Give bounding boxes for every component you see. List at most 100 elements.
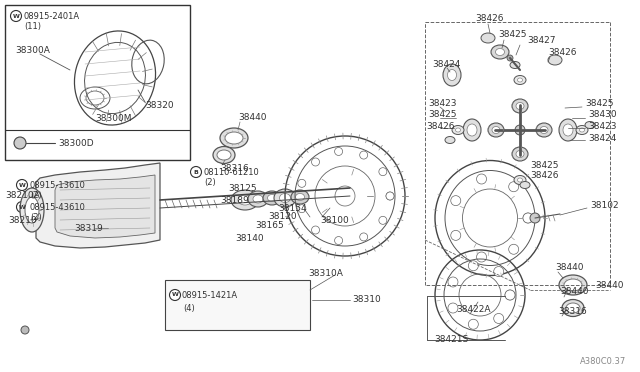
Ellipse shape: [263, 191, 281, 205]
Text: 38427: 38427: [527, 35, 556, 45]
Circle shape: [298, 205, 306, 213]
Circle shape: [451, 196, 461, 206]
Circle shape: [530, 213, 540, 223]
Text: 08110-61210: 08110-61210: [203, 167, 259, 176]
Ellipse shape: [512, 99, 528, 113]
Text: W: W: [19, 183, 26, 187]
Text: 38310: 38310: [352, 295, 381, 305]
Text: 38210: 38210: [8, 215, 36, 224]
Ellipse shape: [548, 55, 562, 65]
Ellipse shape: [563, 124, 573, 136]
FancyBboxPatch shape: [5, 5, 190, 160]
Ellipse shape: [217, 150, 231, 160]
Ellipse shape: [248, 191, 268, 207]
Ellipse shape: [559, 275, 587, 295]
Ellipse shape: [520, 182, 530, 189]
Text: (11): (11): [24, 22, 41, 31]
Ellipse shape: [463, 119, 481, 141]
Circle shape: [515, 125, 525, 135]
Text: 38426: 38426: [426, 122, 454, 131]
Text: 38300A: 38300A: [15, 45, 50, 55]
Text: 38426: 38426: [548, 48, 577, 57]
Text: W: W: [172, 292, 179, 298]
Ellipse shape: [488, 123, 504, 137]
Circle shape: [468, 261, 478, 271]
Circle shape: [477, 252, 486, 262]
Text: 38319: 38319: [74, 224, 103, 232]
Text: 38425: 38425: [530, 160, 559, 170]
Polygon shape: [55, 175, 155, 238]
Circle shape: [10, 10, 22, 22]
Text: 38426: 38426: [530, 170, 559, 180]
Circle shape: [379, 168, 387, 176]
Circle shape: [21, 326, 29, 334]
Text: 08915-13610: 08915-13610: [29, 180, 85, 189]
Text: A380C0.37: A380C0.37: [580, 357, 627, 366]
Polygon shape: [36, 163, 160, 248]
Circle shape: [360, 151, 368, 159]
Text: B: B: [193, 170, 198, 174]
Text: 38425: 38425: [585, 99, 614, 108]
Ellipse shape: [296, 193, 305, 201]
Text: 38426: 38426: [475, 13, 504, 22]
Circle shape: [493, 267, 504, 276]
Ellipse shape: [512, 147, 528, 161]
Ellipse shape: [492, 126, 500, 134]
Ellipse shape: [291, 190, 309, 204]
Circle shape: [507, 55, 513, 61]
Circle shape: [335, 237, 342, 244]
Text: W: W: [13, 13, 19, 19]
Circle shape: [386, 192, 394, 200]
Text: 38100: 38100: [320, 215, 349, 224]
Text: (2): (2): [204, 177, 216, 186]
Text: 38430: 38430: [588, 109, 616, 119]
Ellipse shape: [253, 195, 263, 203]
Text: 38120: 38120: [268, 212, 296, 221]
Ellipse shape: [467, 124, 477, 136]
Ellipse shape: [516, 151, 524, 157]
Ellipse shape: [491, 45, 509, 59]
Circle shape: [298, 179, 306, 187]
Ellipse shape: [225, 132, 243, 144]
Ellipse shape: [576, 125, 588, 135]
Ellipse shape: [579, 128, 584, 132]
Ellipse shape: [280, 193, 291, 202]
Circle shape: [448, 277, 458, 287]
Ellipse shape: [518, 78, 522, 82]
Circle shape: [360, 233, 368, 241]
Ellipse shape: [516, 103, 524, 109]
Circle shape: [509, 182, 518, 192]
Text: 38316: 38316: [558, 308, 587, 317]
Text: 38320: 38320: [145, 100, 173, 109]
Circle shape: [14, 137, 26, 149]
Text: (2): (2): [30, 212, 42, 221]
Ellipse shape: [495, 48, 504, 55]
Text: (4): (4): [183, 304, 195, 312]
Text: 38154: 38154: [278, 203, 307, 212]
Text: 08915-2401A: 08915-2401A: [23, 12, 79, 20]
Circle shape: [386, 192, 394, 200]
Circle shape: [477, 174, 486, 184]
Text: 38210A: 38210A: [5, 190, 40, 199]
Text: (2): (2): [30, 190, 42, 199]
Text: 08915-43610: 08915-43610: [29, 202, 85, 212]
Ellipse shape: [481, 33, 495, 43]
Ellipse shape: [564, 279, 582, 291]
Ellipse shape: [540, 126, 548, 134]
Ellipse shape: [536, 123, 552, 137]
Circle shape: [468, 319, 478, 329]
Text: 08915-1421A: 08915-1421A: [182, 291, 238, 299]
Ellipse shape: [452, 125, 464, 135]
Ellipse shape: [559, 119, 577, 141]
Ellipse shape: [268, 195, 276, 202]
Text: W: W: [19, 205, 26, 209]
Text: 38424: 38424: [432, 60, 460, 68]
Circle shape: [523, 213, 533, 223]
Circle shape: [17, 180, 28, 190]
Text: 38440: 38440: [595, 280, 623, 289]
Circle shape: [312, 226, 319, 234]
Ellipse shape: [274, 189, 296, 207]
Ellipse shape: [510, 61, 520, 68]
Text: 38440: 38440: [238, 112, 266, 122]
Text: 38125: 38125: [228, 183, 257, 192]
